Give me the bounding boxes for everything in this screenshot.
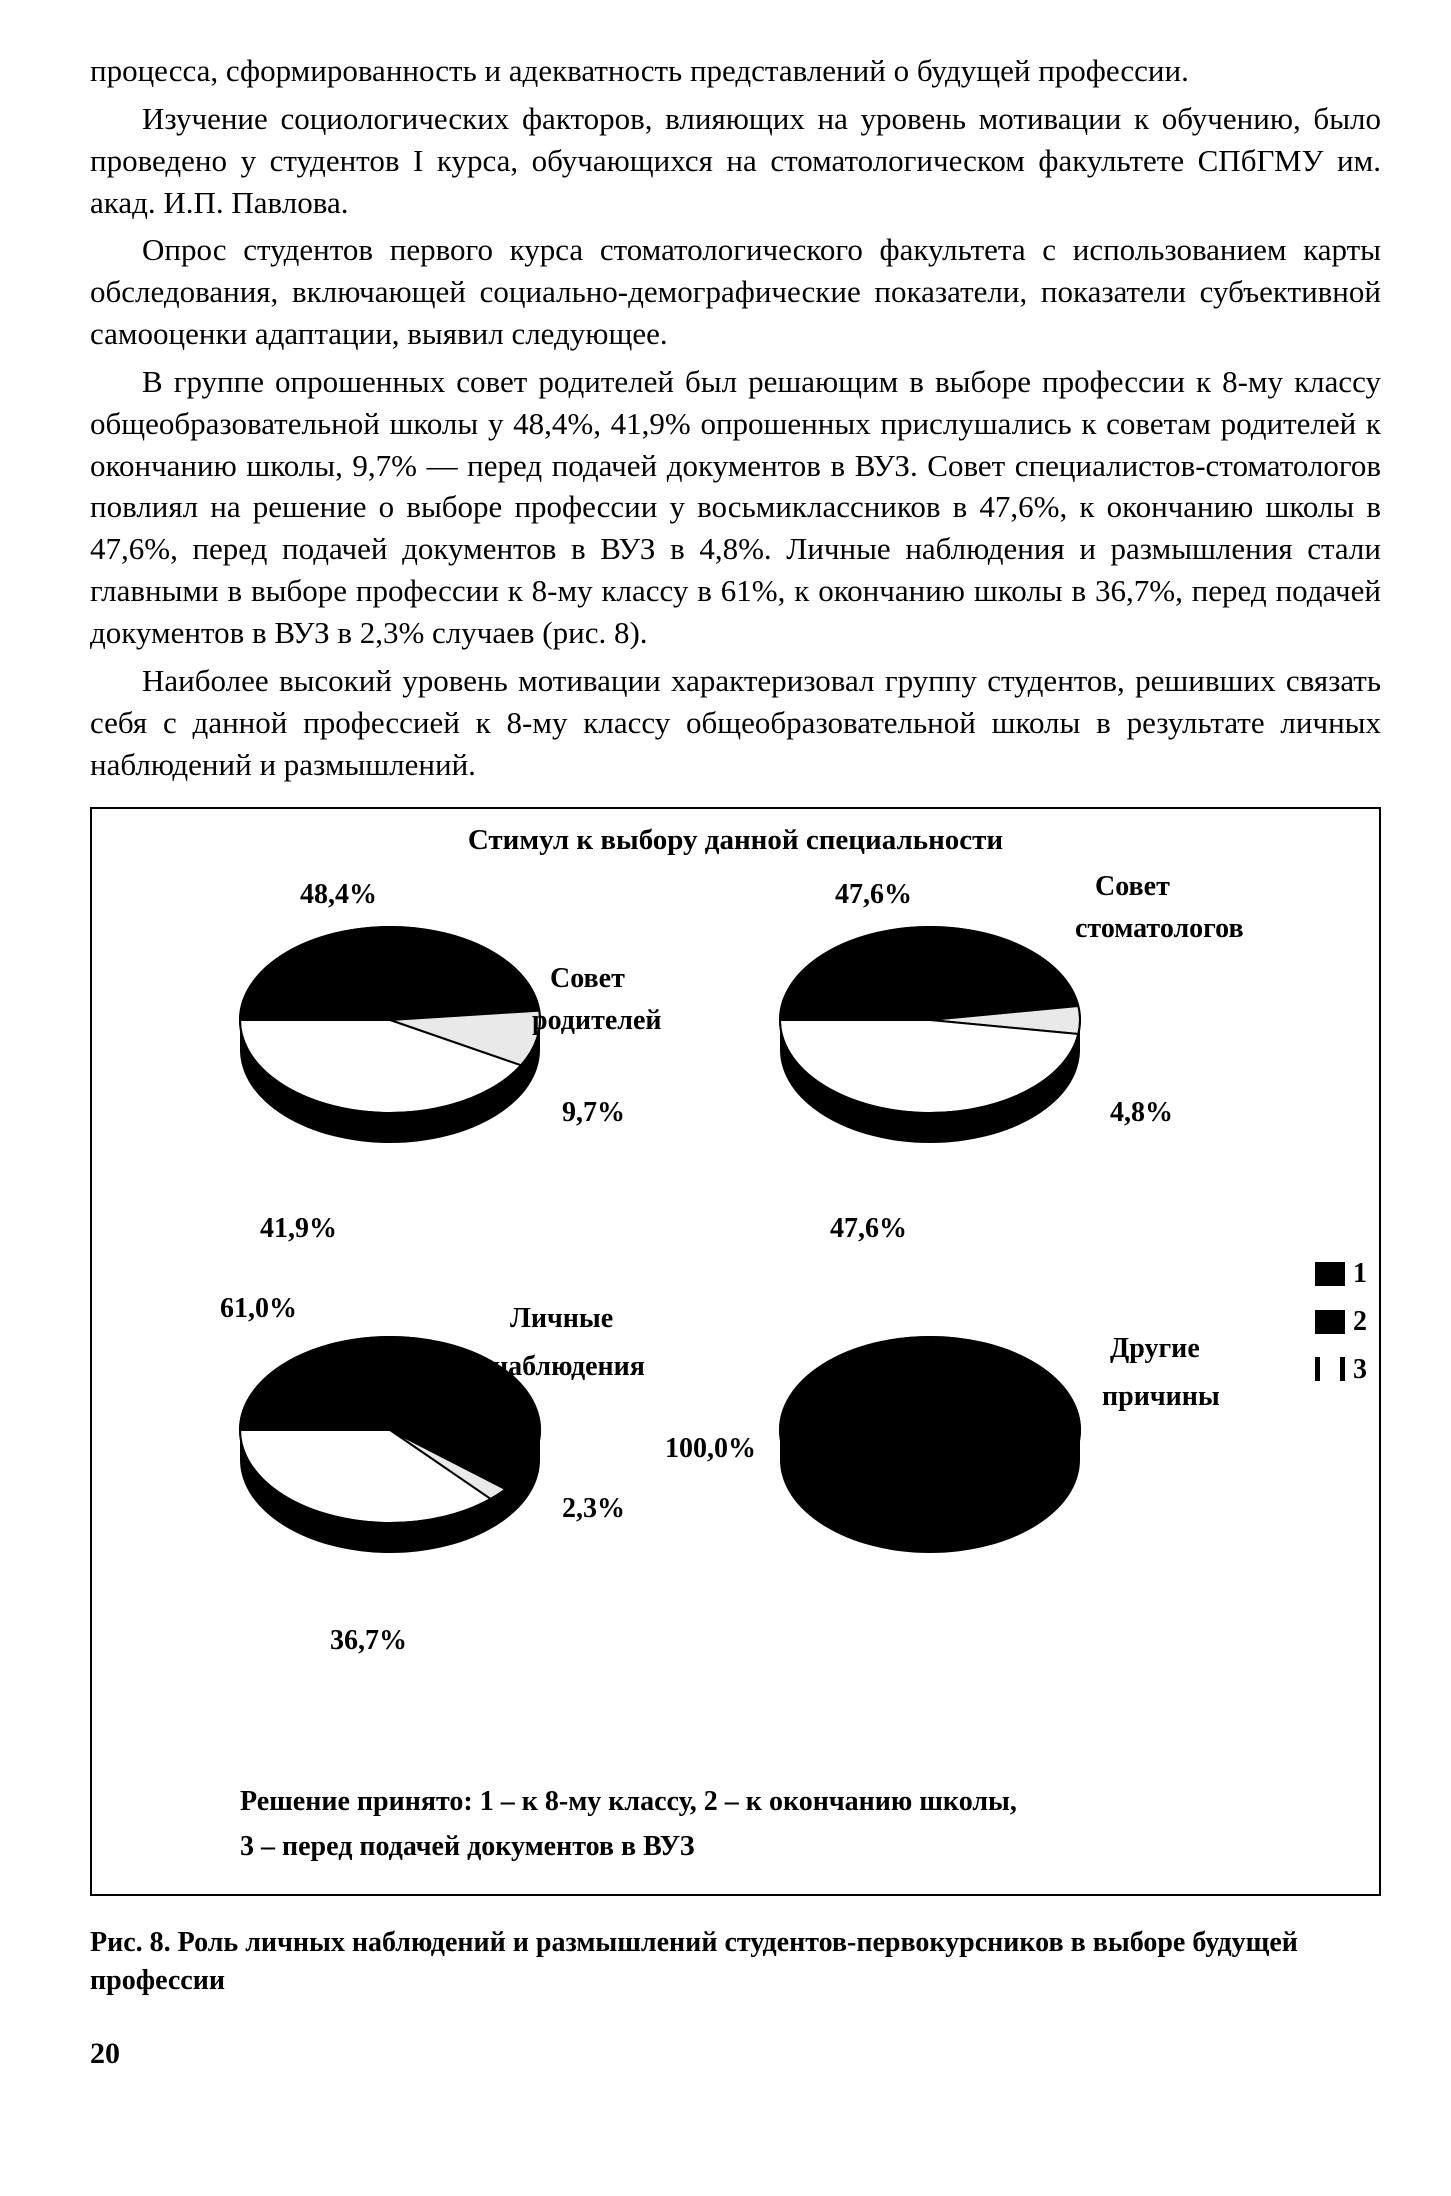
figure-caption: Рис. 8. Роль личных наблюдений и размышл… — [90, 1924, 1381, 2000]
pie-title-line2: стоматологов — [1075, 910, 1244, 948]
paragraph-5: Наиболее высокий уровень мотивации харак… — [90, 660, 1381, 786]
figure-footer-line2: 3 – перед подачей документов в ВУЗ — [240, 1825, 1361, 1870]
legend-row-1: 1 — [1315, 1250, 1367, 1298]
figure-footer-line1: Решение принято: 1 – к 8-му классу, 2 – … — [240, 1780, 1361, 1825]
slice-label: 4,8% — [1110, 1094, 1173, 1132]
slice-label: 41,9% — [260, 1210, 337, 1248]
slice-label: 2,3% — [562, 1490, 625, 1528]
pie-title: Другие — [1110, 1330, 1200, 1368]
figure-box-title: Стимул к выбору данной специальности — [110, 821, 1361, 860]
paragraph-3: Опрос студентов первого курса стоматолог… — [90, 229, 1381, 355]
legend-row-2: 2 — [1315, 1298, 1367, 1346]
slice-label: 36,7% — [330, 1622, 407, 1660]
legend-swatch-1 — [1315, 1262, 1345, 1286]
slice-label: 9,7% — [562, 1094, 625, 1132]
legend-label-2: 2 — [1353, 1298, 1367, 1346]
pie-title: Совет — [550, 960, 625, 998]
slice-label: 61,0% — [220, 1290, 297, 1328]
figure-caption-bold: Рис. 8. — [90, 1927, 171, 1958]
legend-label-1: 1 — [1353, 1250, 1367, 1298]
slice-label: 100,0% — [665, 1430, 756, 1468]
legend-label-3: 3 — [1353, 1346, 1367, 1394]
figure-caption-text: Роль личных наблюдений и размышлений сту… — [90, 1927, 1298, 1996]
slice-label: 47,6% — [830, 1210, 907, 1248]
figure-box: Стимул к выбору данной специальности 1 2… — [90, 807, 1381, 1896]
pie-title-line2: родителей — [532, 1002, 662, 1040]
legend-swatch-2 — [1315, 1310, 1345, 1334]
pie-title: Совет — [1095, 868, 1170, 906]
pies-svg — [110, 870, 1360, 1680]
page-number: 20 — [90, 2034, 1381, 2075]
charts-area: 1 2 3 48,4%9,7%41,9%Советродителей47,6%4… — [110, 870, 1361, 1770]
legend-row-3: 3 — [1315, 1346, 1367, 1394]
pie-title-line2: причины — [1102, 1378, 1220, 1416]
paragraph-1: процесса, сформированность и адекватност… — [90, 50, 1381, 92]
slice-label: 48,4% — [300, 876, 377, 914]
slice-label: 47,6% — [835, 876, 912, 914]
figure-footer: Решение принято: 1 – к 8-му классу, 2 – … — [110, 1780, 1361, 1870]
pie-title: Личные — [510, 1300, 613, 1338]
legend-swatch-3 — [1315, 1357, 1345, 1381]
pie-title-line2: наблюдения — [492, 1348, 645, 1386]
page: процесса, сформированность и адекватност… — [0, 0, 1451, 2114]
legend: 1 2 3 — [1315, 1250, 1367, 1393]
paragraph-4: В группе опрошенных совет родителей был … — [90, 361, 1381, 654]
paragraph-2: Изучение социологических факторов, влияю… — [90, 98, 1381, 224]
